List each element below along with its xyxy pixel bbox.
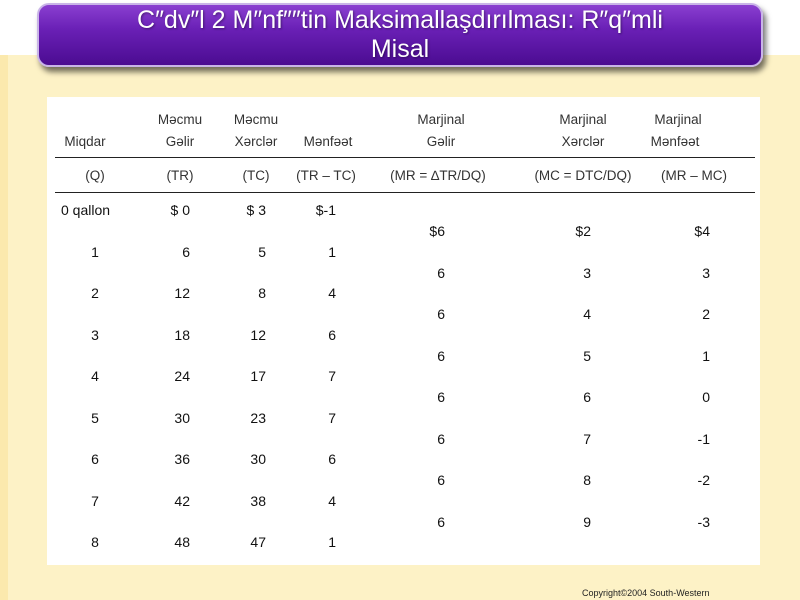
- symbol-mr: (MR = ∆TR/DQ): [390, 168, 486, 183]
- cell-total-cost: 38: [250, 492, 266, 509]
- cell-marginal-cost: 6: [583, 389, 591, 405]
- cell-total-revenue: 36: [174, 451, 190, 467]
- cell-total-cost: 17: [250, 368, 266, 384]
- cell-quantity: 8: [91, 534, 99, 550]
- cell-total-revenue: 42: [174, 492, 190, 509]
- cell-marginal-cost: 5: [583, 347, 591, 364]
- cell-profit: 6: [328, 326, 336, 343]
- header-tc-line2: Xərclər: [234, 134, 278, 149]
- cell-marginal-revenue: 6: [437, 347, 445, 364]
- header-mc-line2: Xərclər: [561, 134, 605, 149]
- symbol-profit: (TR – TC): [296, 168, 356, 183]
- header-mc-line1: Marjinal: [559, 112, 607, 127]
- cell-total-revenue: $ 0: [170, 202, 190, 218]
- cell-marginal-profit: -3: [697, 513, 710, 530]
- left-edge-strip: [0, 55, 8, 600]
- cell-total-revenue: 48: [174, 534, 190, 550]
- cell-marginal-profit: 2: [702, 306, 710, 322]
- cell-profit: 7: [328, 368, 336, 384]
- cell-marginal-cost: 9: [583, 513, 591, 530]
- cell-marginal-revenue: $6: [429, 223, 445, 239]
- cell-marginal-revenue: 6: [437, 472, 445, 488]
- cell-quantity: 3: [91, 326, 99, 343]
- symbol-tc: (TC): [242, 168, 270, 183]
- title-banner: C″dv″l 2 M″nf″″tin Maksimallaşdırılması:…: [37, 3, 763, 67]
- header-tr-line1: Məcmu: [157, 112, 203, 127]
- cell-marginal-revenue: 6: [437, 264, 445, 281]
- cell-quantity: 1: [91, 243, 99, 260]
- cell-quantity: 2: [91, 285, 99, 301]
- copyright-note: Copyright©2004 South-Western: [582, 588, 710, 598]
- symbol-mp: (MR – MC): [661, 168, 727, 183]
- cell-profit: 6: [328, 451, 336, 467]
- cell-marginal-revenue: 6: [437, 430, 445, 447]
- header-tr-line2: Gəlir: [165, 134, 195, 149]
- cell-marginal-revenue: 6: [437, 389, 445, 405]
- cell-total-cost: 30: [250, 451, 266, 467]
- header-rule-top: [55, 157, 755, 158]
- cell-total-cost: $ 3: [246, 202, 266, 218]
- cell-quantity: 7: [91, 492, 99, 509]
- header-rule-bottom: [55, 192, 755, 193]
- header-profit-line2: Mənfəət: [303, 134, 353, 149]
- header-mr-line2: Gəlir: [426, 134, 456, 149]
- header-mp-line2: Mənfəət: [650, 134, 700, 149]
- cell-total-revenue: 6: [182, 243, 190, 260]
- cell-marginal-profit: 3: [702, 264, 710, 281]
- cell-total-cost: 47: [250, 534, 266, 550]
- cell-profit: 1: [328, 243, 336, 260]
- header-tc-line1: Məcmu: [233, 112, 279, 127]
- cell-marginal-cost: 7: [583, 430, 591, 447]
- cell-marginal-revenue: 6: [437, 513, 445, 530]
- cell-marginal-cost: $2: [575, 223, 591, 239]
- cell-total-revenue: 12: [174, 285, 190, 301]
- cell-marginal-cost: 3: [583, 264, 591, 281]
- cell-total-cost: 5: [258, 243, 266, 260]
- symbol-tr: (TR): [166, 168, 194, 183]
- cell-marginal-cost: 4: [583, 306, 591, 322]
- symbol-mc: (MC = DTC/DQ): [534, 168, 632, 183]
- cell-total-cost: 23: [250, 409, 266, 426]
- cell-total-revenue: 18: [174, 326, 190, 343]
- profit-table: Məcmu Məcmu Marjinal Marjinal Marjinal M…: [47, 97, 760, 565]
- cell-quantity: 4: [91, 368, 99, 384]
- cell-marginal-profit: -2: [697, 472, 710, 488]
- slide-title: C″dv″l 2 M″nf″″tin Maksimallaşdırılması:…: [137, 6, 663, 63]
- cell-total-revenue: 24: [174, 368, 190, 384]
- symbol-q: (Q): [85, 168, 105, 183]
- cell-quantity: 6: [91, 451, 99, 467]
- cell-marginal-profit: -1: [697, 430, 710, 447]
- cell-profit: $-1: [315, 202, 336, 218]
- cell-marginal-cost: 8: [583, 472, 591, 488]
- cell-total-revenue: 30: [174, 409, 190, 426]
- header-q-line2: Miqdar: [64, 134, 106, 149]
- cell-profit: 1: [328, 534, 336, 550]
- header-mp-line1: Marjinal: [654, 112, 702, 127]
- cell-total-cost: 12: [250, 326, 266, 343]
- cell-profit: 4: [328, 285, 336, 301]
- cell-quantity: 0 qallon: [61, 202, 111, 218]
- cell-marginal-profit: 1: [702, 347, 710, 364]
- cell-profit: 7: [328, 409, 336, 426]
- cell-total-cost: 8: [258, 285, 266, 301]
- cell-marginal-revenue: 6: [437, 306, 445, 322]
- cell-profit: 4: [328, 492, 336, 509]
- header-mr-line1: Marjinal: [417, 112, 465, 127]
- cell-marginal-profit: 0: [702, 389, 710, 405]
- cell-marginal-profit: $4: [694, 223, 710, 239]
- cell-quantity: 5: [91, 409, 99, 426]
